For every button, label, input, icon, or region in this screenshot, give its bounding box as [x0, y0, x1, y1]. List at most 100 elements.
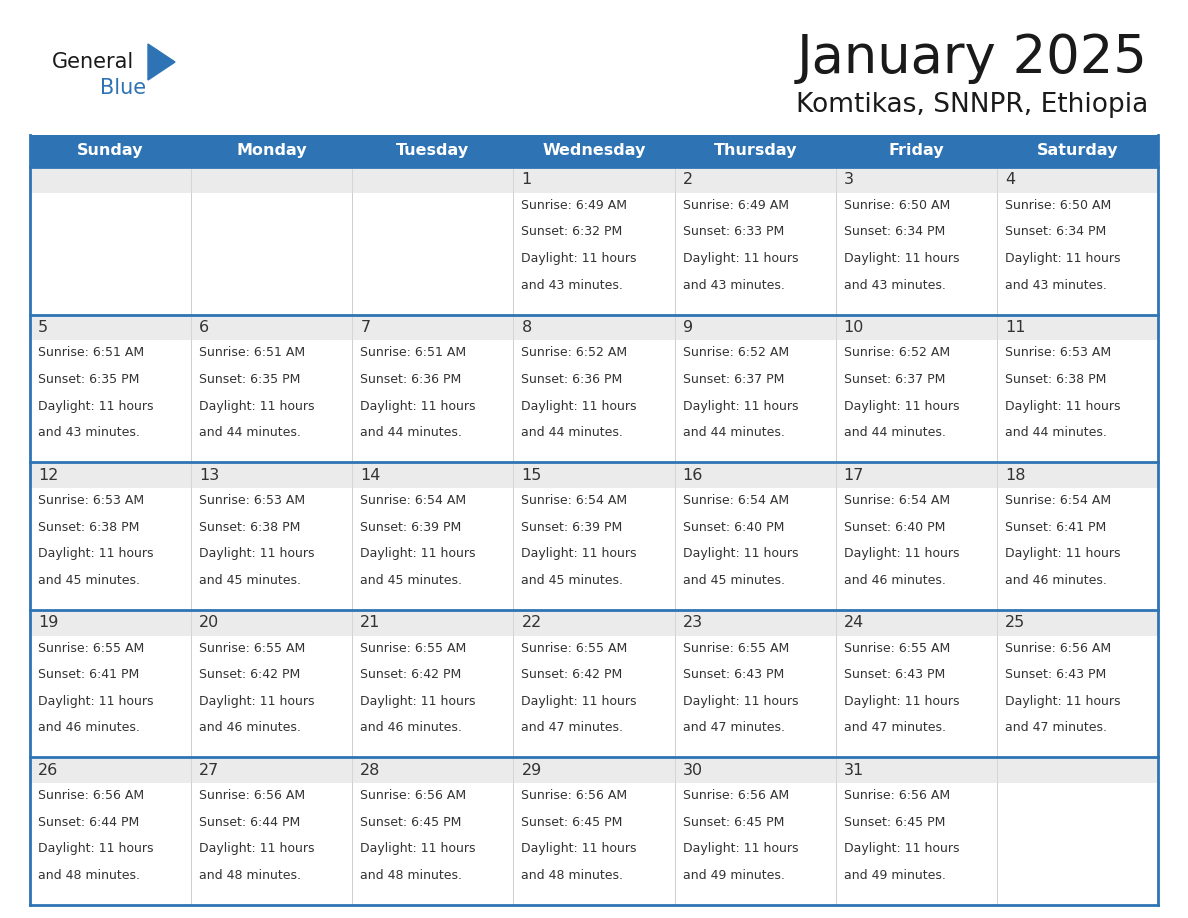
Bar	[997, 167, 1158, 193]
Bar	[675, 757, 835, 783]
Text: Daylight: 11 hours: Daylight: 11 hours	[522, 547, 637, 560]
Text: Daylight: 11 hours: Daylight: 11 hours	[1005, 252, 1120, 265]
Text: Sunset: 6:45 PM: Sunset: 6:45 PM	[843, 816, 946, 829]
Text: Daylight: 11 hours: Daylight: 11 hours	[683, 399, 798, 413]
Bar	[835, 610, 997, 635]
Text: Sunset: 6:33 PM: Sunset: 6:33 PM	[683, 226, 784, 239]
Text: 26: 26	[38, 763, 58, 778]
Bar	[675, 315, 835, 341]
Text: Sunrise: 6:52 AM: Sunrise: 6:52 AM	[843, 346, 950, 360]
Text: and 49 minutes.: and 49 minutes.	[683, 869, 784, 882]
Text: Sunrise: 6:49 AM: Sunrise: 6:49 AM	[683, 199, 789, 212]
Bar	[997, 135, 1158, 167]
Text: 20: 20	[200, 615, 220, 631]
Text: Daylight: 11 hours: Daylight: 11 hours	[38, 399, 153, 413]
Text: Sunset: 6:38 PM: Sunset: 6:38 PM	[38, 521, 139, 533]
Bar	[191, 315, 353, 341]
Bar	[997, 610, 1158, 635]
Text: Daylight: 11 hours: Daylight: 11 hours	[843, 252, 959, 265]
Text: Daylight: 11 hours: Daylight: 11 hours	[200, 843, 315, 856]
Text: General: General	[52, 52, 134, 72]
Text: Sunset: 6:44 PM: Sunset: 6:44 PM	[38, 816, 139, 829]
Text: 4: 4	[1005, 173, 1015, 187]
Text: and 45 minutes.: and 45 minutes.	[38, 574, 140, 587]
Text: Friday: Friday	[889, 143, 944, 159]
Text: Sunset: 6:38 PM: Sunset: 6:38 PM	[200, 521, 301, 533]
Bar	[513, 757, 675, 905]
Text: Sunrise: 6:56 AM: Sunrise: 6:56 AM	[200, 789, 305, 802]
Bar	[835, 315, 997, 462]
Text: and 46 minutes.: and 46 minutes.	[360, 722, 462, 734]
Text: Sunset: 6:37 PM: Sunset: 6:37 PM	[843, 373, 946, 386]
Text: Sunrise: 6:56 AM: Sunrise: 6:56 AM	[1005, 642, 1111, 655]
Text: Sunrise: 6:56 AM: Sunrise: 6:56 AM	[522, 789, 627, 802]
Text: and 48 minutes.: and 48 minutes.	[360, 869, 462, 882]
Text: and 43 minutes.: and 43 minutes.	[1005, 279, 1107, 292]
Text: Daylight: 11 hours: Daylight: 11 hours	[38, 843, 153, 856]
Text: Daylight: 11 hours: Daylight: 11 hours	[843, 843, 959, 856]
Text: Daylight: 11 hours: Daylight: 11 hours	[1005, 547, 1120, 560]
Bar	[191, 610, 353, 635]
Bar	[353, 757, 513, 783]
Text: Sunset: 6:43 PM: Sunset: 6:43 PM	[1005, 668, 1106, 681]
Text: Sunrise: 6:55 AM: Sunrise: 6:55 AM	[683, 642, 789, 655]
Text: Sunset: 6:39 PM: Sunset: 6:39 PM	[360, 521, 461, 533]
Text: Tuesday: Tuesday	[397, 143, 469, 159]
Bar	[675, 167, 835, 193]
Text: Daylight: 11 hours: Daylight: 11 hours	[1005, 399, 1120, 413]
Text: Komtikas, SNNPR, Ethiopia: Komtikas, SNNPR, Ethiopia	[796, 92, 1148, 118]
Bar	[835, 167, 997, 193]
Bar	[675, 462, 835, 488]
Bar	[191, 167, 353, 193]
Text: Sunrise: 6:56 AM: Sunrise: 6:56 AM	[38, 789, 144, 802]
Text: Daylight: 11 hours: Daylight: 11 hours	[1005, 695, 1120, 708]
Text: 21: 21	[360, 615, 380, 631]
Bar	[513, 135, 675, 167]
Text: and 43 minutes.: and 43 minutes.	[38, 426, 140, 440]
Text: Sunset: 6:34 PM: Sunset: 6:34 PM	[1005, 226, 1106, 239]
Text: Daylight: 11 hours: Daylight: 11 hours	[683, 695, 798, 708]
Bar	[191, 315, 353, 462]
Text: 19: 19	[38, 615, 58, 631]
Text: Sunset: 6:32 PM: Sunset: 6:32 PM	[522, 226, 623, 239]
Bar	[835, 757, 997, 783]
Text: 25: 25	[1005, 615, 1025, 631]
Text: Sunset: 6:44 PM: Sunset: 6:44 PM	[200, 816, 301, 829]
Bar	[675, 167, 835, 315]
Text: Sunset: 6:41 PM: Sunset: 6:41 PM	[1005, 521, 1106, 533]
Bar	[513, 462, 675, 610]
Bar	[30, 315, 191, 462]
Text: Sunrise: 6:49 AM: Sunrise: 6:49 AM	[522, 199, 627, 212]
Bar	[353, 167, 513, 193]
Text: Daylight: 11 hours: Daylight: 11 hours	[522, 695, 637, 708]
Text: Sunrise: 6:56 AM: Sunrise: 6:56 AM	[683, 789, 789, 802]
Text: Sunrise: 6:55 AM: Sunrise: 6:55 AM	[360, 642, 467, 655]
Text: 24: 24	[843, 615, 864, 631]
Text: 9: 9	[683, 320, 693, 335]
Text: Sunrise: 6:50 AM: Sunrise: 6:50 AM	[1005, 199, 1111, 212]
Bar	[675, 610, 835, 635]
Text: and 47 minutes.: and 47 minutes.	[522, 722, 624, 734]
Text: 13: 13	[200, 467, 220, 483]
Text: 2: 2	[683, 173, 693, 187]
Text: Sunset: 6:45 PM: Sunset: 6:45 PM	[522, 816, 623, 829]
Bar	[353, 757, 513, 905]
Bar	[513, 315, 675, 341]
Bar	[513, 757, 675, 783]
Bar	[675, 135, 835, 167]
Text: Sunday: Sunday	[77, 143, 144, 159]
Bar	[997, 167, 1158, 315]
Text: 30: 30	[683, 763, 702, 778]
Text: Sunrise: 6:51 AM: Sunrise: 6:51 AM	[200, 346, 305, 360]
Text: and 49 minutes.: and 49 minutes.	[843, 869, 946, 882]
Text: Sunrise: 6:53 AM: Sunrise: 6:53 AM	[1005, 346, 1111, 360]
Text: and 43 minutes.: and 43 minutes.	[522, 279, 624, 292]
Bar	[835, 757, 997, 905]
Bar	[675, 462, 835, 610]
Text: Sunset: 6:35 PM: Sunset: 6:35 PM	[200, 373, 301, 386]
Text: Sunset: 6:39 PM: Sunset: 6:39 PM	[522, 521, 623, 533]
Text: 1: 1	[522, 173, 532, 187]
Text: Sunrise: 6:54 AM: Sunrise: 6:54 AM	[1005, 494, 1111, 507]
Text: and 46 minutes.: and 46 minutes.	[1005, 574, 1107, 587]
Bar	[353, 610, 513, 757]
